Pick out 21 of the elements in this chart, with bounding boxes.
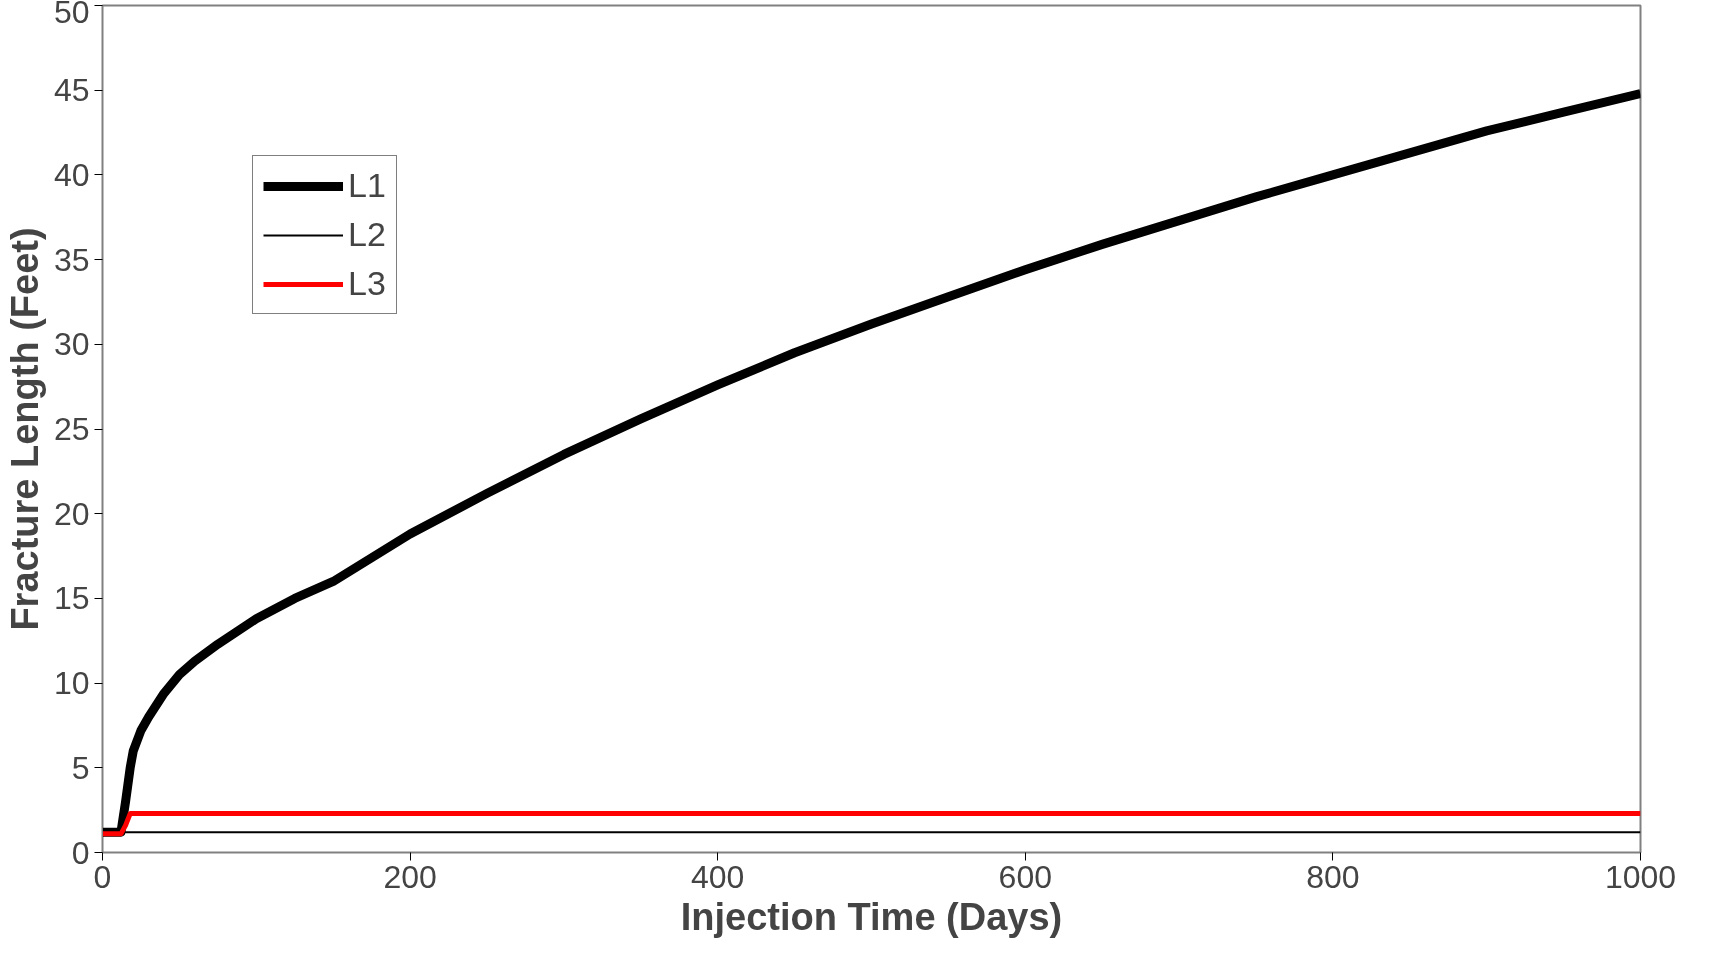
- y-tick-label: 50: [53, 0, 90, 30]
- y-tick-label: 20: [53, 495, 90, 532]
- x-tick-label: 1000: [1604, 858, 1677, 895]
- y-tick-label: 25: [53, 411, 90, 447]
- y-tick-label: 35: [53, 241, 90, 278]
- legend-label: L1: [348, 166, 386, 205]
- x-tick-label: 400: [691, 858, 745, 895]
- x-axis-title: Injection Time (Days): [680, 895, 1063, 938]
- legend-label: L2: [348, 215, 386, 254]
- y-axis-title: Fracture Length (Feet): [3, 227, 46, 631]
- x-tick-label: 600: [998, 858, 1052, 895]
- legend-label: L3: [348, 264, 386, 303]
- y-tick-label: 45: [53, 72, 90, 109]
- y-tick-label: 40: [53, 156, 90, 193]
- y-tick-label: 15: [53, 580, 90, 617]
- y-tick-label: 30: [53, 326, 90, 363]
- y-tick-label: 0: [71, 834, 90, 871]
- y-tick-label: 5: [71, 749, 90, 786]
- x-tick-label: 800: [1306, 858, 1360, 895]
- y-tick-label: 10: [53, 665, 90, 702]
- x-tick-label: 200: [383, 858, 437, 895]
